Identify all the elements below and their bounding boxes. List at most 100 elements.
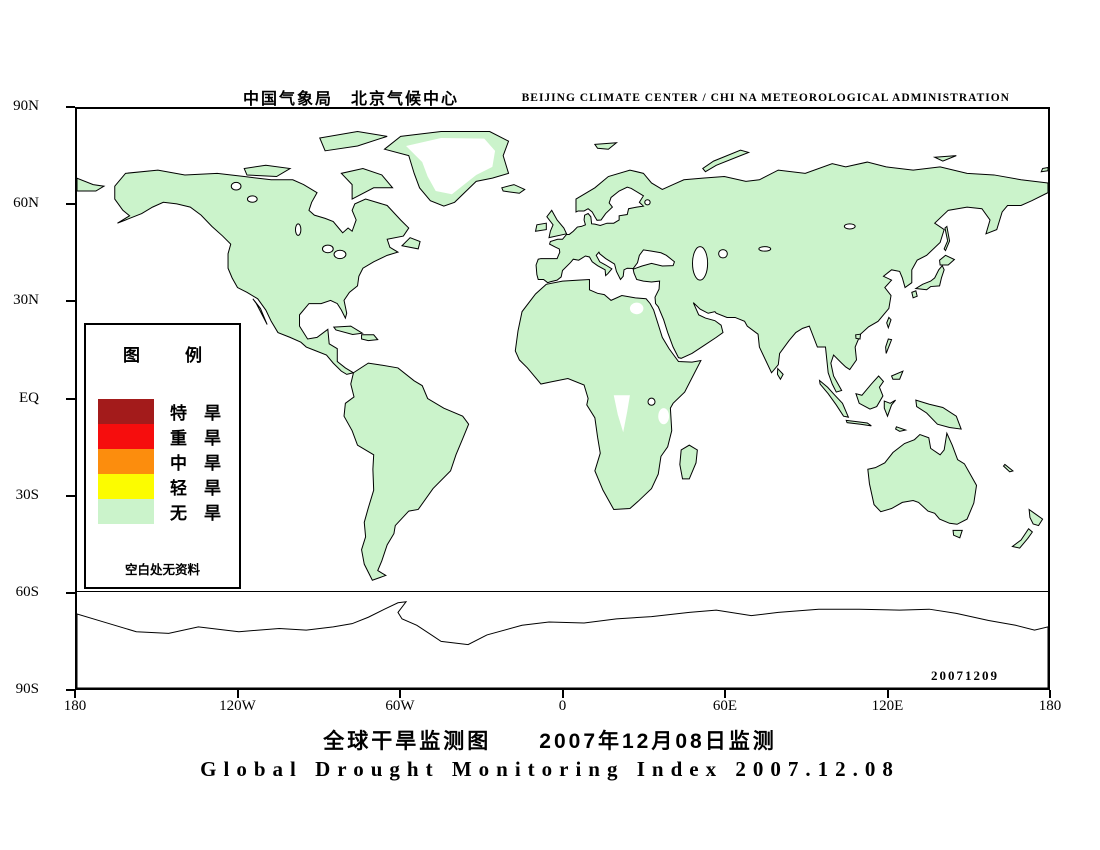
lon-tick-mark	[561, 690, 564, 698]
south-america	[344, 363, 469, 580]
lon-tick-label: 180	[1038, 698, 1062, 714]
lake-ladoga	[645, 200, 650, 205]
new-siberian	[935, 156, 957, 161]
nz-south	[1012, 529, 1032, 548]
aral-sea	[719, 250, 728, 258]
lat-tick-mark	[66, 591, 75, 594]
new-guinea	[916, 400, 961, 429]
lon-tick-mark	[399, 690, 401, 698]
bottom-title-cn: 全球干旱监测图 2007年12月08日监测	[323, 730, 777, 753]
latitude-axis: 90N 60N 30N EQ 30S 60S 90S	[0, 98, 75, 697]
greenland-interior	[406, 137, 496, 195]
hispaniola	[362, 335, 378, 341]
great-slave-lake	[247, 196, 257, 202]
lat-tick-label: 60S	[15, 583, 39, 600]
no-drought-label: 无 旱	[170, 504, 221, 523]
australia	[868, 433, 977, 524]
wrangel	[1041, 168, 1048, 172]
legend-box: 图 例 特 旱 重 旱 中 旱 轻 旱 无 旱 空白处无资料	[84, 323, 241, 589]
sakhalin	[944, 226, 949, 250]
iceland	[502, 185, 525, 194]
lat-tick-label: 30S	[15, 486, 39, 503]
severe-drought-swatch	[98, 424, 154, 449]
congo-nodata	[613, 395, 630, 433]
antarctica	[77, 602, 1048, 688]
lat-tick-mark	[66, 106, 75, 108]
lakes	[231, 182, 855, 405]
britain	[547, 210, 567, 237]
longitude-axis: 180 120W 60W 0 60E 120E 180	[64, 690, 1061, 716]
tasmania	[953, 530, 962, 537]
no-data-patches	[406, 137, 670, 433]
lon-tick-label: 120W	[219, 698, 256, 714]
lon-tick-mark	[236, 690, 239, 698]
taiwan	[887, 317, 891, 327]
legend-rows: 特 旱 重 旱 中 旱 轻 旱 无 旱	[98, 399, 221, 524]
lat-tick-mark	[66, 300, 75, 303]
nz-north	[1029, 509, 1042, 525]
continents	[77, 132, 1048, 581]
drought-region-moderate	[600, 284, 606, 288]
map-svg	[77, 109, 1048, 688]
victoria-island	[244, 165, 290, 176]
caspian-sea	[693, 247, 708, 280]
lake-baikal	[844, 224, 855, 229]
lon-tick-label: 60W	[385, 698, 415, 714]
hokkaido	[940, 255, 955, 265]
north-america	[115, 170, 409, 374]
moderate-drought-swatch	[98, 449, 154, 474]
moderate-drought-label: 中 旱	[170, 454, 221, 473]
legend-note: 空白处无资料	[124, 563, 200, 577]
legend-row-none: 无 旱	[98, 499, 221, 524]
legend-title: 图 例	[123, 346, 216, 365]
cuba	[334, 326, 363, 334]
lat-tick-label: 90N	[13, 98, 39, 114]
lon-tick-mark	[724, 690, 726, 698]
lake-winnipeg	[295, 224, 300, 236]
sulawesi	[884, 400, 895, 416]
egypt-nodata	[629, 302, 644, 315]
eurasia	[536, 162, 1048, 392]
lon-tick-mark	[886, 690, 889, 698]
lake-superior	[322, 245, 333, 253]
lon-tick-label: 60E	[712, 698, 738, 714]
legend-row-moderate: 中 旱	[98, 449, 221, 474]
drought-region-light	[598, 283, 608, 289]
lat-tick-label: 60N	[13, 195, 39, 212]
tanzania-nodata	[658, 408, 670, 425]
lat-tick-mark	[66, 494, 75, 497]
world-map	[75, 107, 1050, 690]
kyushu	[912, 291, 917, 298]
legend-row-severe: 重 旱	[98, 424, 221, 449]
extreme-drought-swatch	[98, 399, 154, 424]
honshu	[916, 266, 944, 290]
baja	[253, 299, 267, 325]
lon-tick-label: 120E	[871, 698, 904, 714]
legend-row-light: 轻 旱	[98, 474, 221, 499]
lat-tick-mark	[66, 397, 75, 400]
newfoundland	[402, 238, 420, 249]
light-drought-label: 轻 旱	[170, 479, 221, 498]
mindanao	[892, 371, 903, 379]
lat-tick-mark	[66, 689, 75, 691]
header-title-en: BEIJING CLIMATE CENTER / CHI NA METEOROL…	[521, 92, 1010, 104]
lat-tick-label: 90S	[15, 681, 39, 697]
lon-tick-mark	[74, 690, 76, 698]
great-bear-lake	[231, 182, 241, 190]
bottom-title-en: Global Drought Monitoring Index 2007.12.…	[200, 757, 900, 781]
lake-victoria	[648, 398, 655, 405]
ellesmere-island	[320, 132, 387, 151]
legend-row-extreme: 特 旱	[98, 399, 221, 424]
timor	[896, 427, 906, 432]
lon-tick-label: 180	[63, 698, 87, 714]
africa	[515, 279, 701, 509]
madagascar	[680, 445, 698, 479]
baffin-island	[341, 169, 392, 200]
novaya-zemlya	[703, 150, 749, 172]
lake-huron-erie	[334, 250, 346, 258]
hainan	[856, 334, 861, 339]
sumatra	[820, 380, 849, 417]
lake-balkhash	[759, 247, 771, 252]
lon-tick-label: 0	[558, 698, 567, 714]
